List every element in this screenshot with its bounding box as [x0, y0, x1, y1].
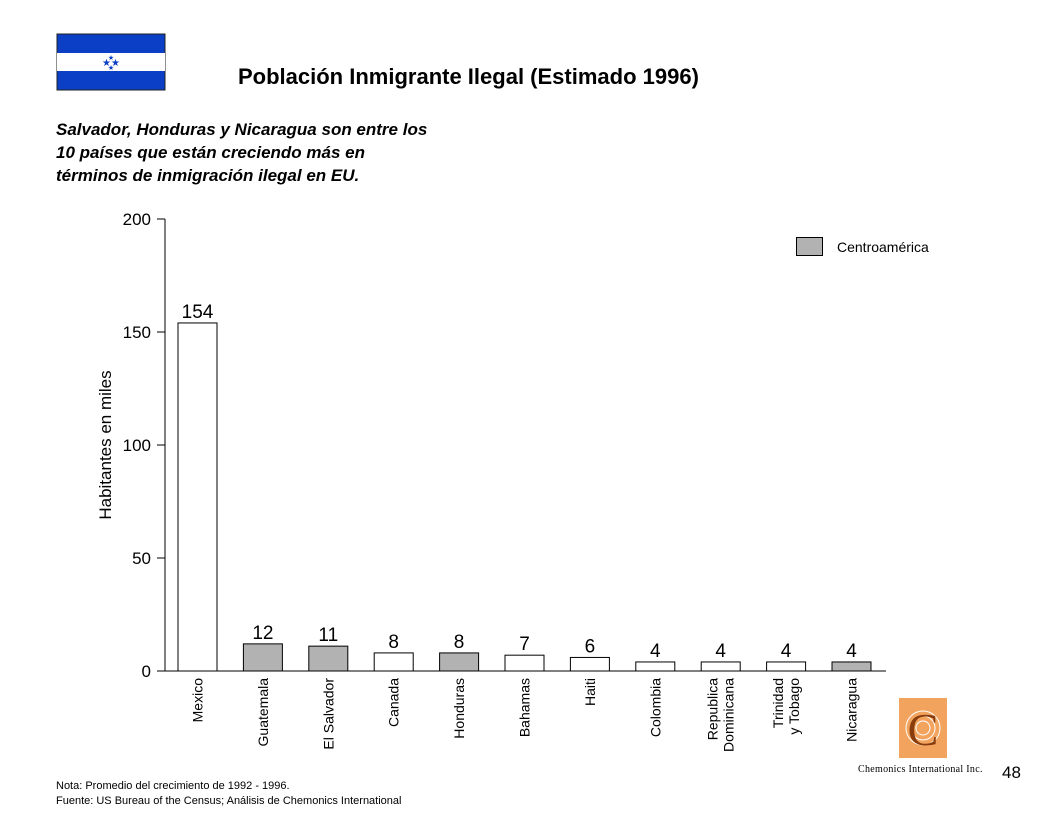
data-label: 4 — [650, 641, 661, 662]
note-text: Nota: Promedio del crecimiento de 1992 -… — [56, 780, 290, 792]
bar — [373, 652, 414, 672]
y-tick-label: 150 — [123, 323, 151, 342]
honduras-flag-icon: ★★ ★ ★ — [56, 33, 166, 91]
bar — [766, 661, 807, 672]
category-label: Mexico — [190, 678, 206, 723]
subtitle-line: 10 países que están creciendo más en — [56, 143, 365, 162]
category-label: Trinidad — [770, 678, 786, 728]
svg-text:C: C — [908, 704, 939, 755]
subtitle-line: términos de inmigración ilegal en EU. — [56, 166, 360, 185]
legend-label: Centroamérica — [837, 238, 929, 255]
svg-text:★★: ★★ — [102, 58, 120, 69]
bar — [504, 654, 545, 672]
y-tick-label: 100 — [123, 436, 151, 455]
category-label: Dominicana — [721, 678, 737, 752]
legend-swatch — [796, 237, 823, 256]
data-label: 8 — [388, 632, 399, 653]
y-tick-label: 200 — [123, 210, 151, 229]
bar — [700, 661, 741, 672]
subtitle-line: Salvador, Honduras y Nicaragua son entre… — [56, 120, 428, 139]
y-tick-label: 50 — [132, 549, 151, 568]
bar — [569, 656, 610, 672]
category-label: Honduras — [451, 678, 467, 739]
data-label: 7 — [519, 634, 530, 655]
data-label: 6 — [585, 636, 596, 657]
bar — [242, 643, 283, 672]
page-title: Población Inmigrante Ilegal (Estimado 19… — [238, 64, 699, 89]
bar — [831, 661, 872, 672]
chemonics-logo-icon: C — [899, 698, 947, 758]
data-label: 4 — [715, 641, 726, 662]
source-text: Fuente: US Bureau of the Census; Análisi… — [56, 795, 402, 807]
subtitle: Salvador, Honduras y Nicaragua son entre… — [56, 118, 427, 187]
notes: Nota: Promedio del crecimiento de 1992 -… — [56, 779, 401, 809]
bar — [177, 322, 218, 672]
data-label: 154 — [182, 302, 214, 323]
data-label: 4 — [846, 641, 857, 662]
category-label: Colombia — [647, 678, 663, 737]
data-label: 4 — [781, 641, 792, 662]
category-label: Republica — [705, 678, 721, 740]
bar — [439, 652, 480, 672]
category-label: Guatemala — [255, 678, 271, 747]
bar — [308, 645, 349, 672]
category-label: y Tobago — [786, 678, 802, 735]
data-label: 11 — [318, 625, 338, 646]
bar — [635, 661, 676, 672]
chart-legend: Centroamérica — [796, 237, 929, 256]
category-label: Nicaragua — [844, 678, 860, 742]
category-label: Canada — [386, 678, 402, 727]
data-label: 8 — [454, 632, 465, 653]
y-tick-label: 0 — [142, 662, 151, 681]
page-number: 48 — [1002, 763, 1021, 782]
y-axis-label: Habitantes en miles — [96, 370, 115, 519]
company-name: Chemonics International Inc. — [858, 764, 983, 775]
category-label: El Salvador — [320, 678, 336, 750]
category-label: Haiti — [582, 678, 598, 706]
svg-text:★: ★ — [108, 64, 114, 72]
category-label: Bahamas — [517, 678, 533, 737]
data-label: 12 — [252, 623, 273, 644]
svg-text:★: ★ — [108, 54, 114, 62]
